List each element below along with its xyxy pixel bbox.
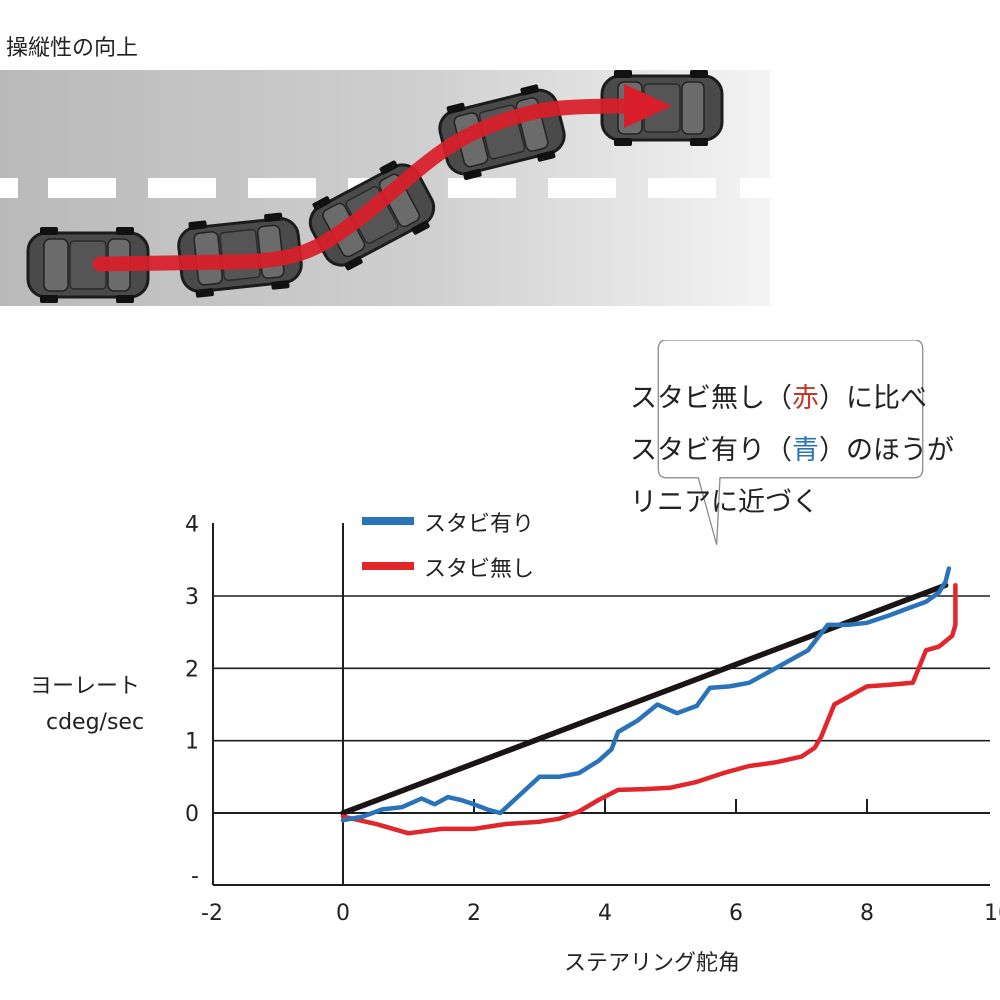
x-tick-label: 4 — [598, 901, 612, 926]
arrow-head-icon — [624, 84, 672, 128]
x-tick-label: -2 — [201, 901, 223, 926]
y-axis-label: ヨーレート — [30, 674, 141, 699]
x-tick-label: 8 — [860, 901, 874, 926]
x-tick-label: 2 — [467, 901, 481, 926]
x-tick-label: 0 — [336, 901, 350, 926]
speech-bubble — [657, 340, 924, 545]
y-tick-label: 1 — [185, 730, 199, 755]
yaw-rate-chart: -2 0 2 4 6 8 10 - 0 1 2 3 4 スタビ有り スタビ無し — [185, 512, 1000, 926]
series-without-stabilizer — [340, 582, 958, 836]
y-tick-label: 3 — [185, 585, 199, 610]
bubble-line-1: スタビ無し（赤）に比べ — [630, 383, 927, 414]
bubble-line-2: スタビ有り（青）のほうが — [630, 435, 954, 466]
x-tick-label: 10 — [984, 901, 1000, 926]
x-tick-label: 6 — [729, 901, 743, 926]
bubble-line-3: リニアに近づく — [630, 487, 819, 518]
chart-legend: スタビ有り スタビ無し — [362, 512, 534, 582]
chart-grid — [213, 595, 990, 742]
chart-axes — [212, 523, 990, 886]
chart-ticks: -2 0 2 4 6 8 10 - 0 1 2 3 4 — [185, 513, 1000, 926]
series-with-stabilizer — [340, 566, 952, 823]
y-axis-unit: cdeg/sec — [46, 710, 145, 735]
y-tick-label: 4 — [185, 513, 199, 538]
road-illustration — [0, 70, 770, 306]
legend-label-without-stabilizer: スタビ無し — [424, 557, 534, 582]
legend-swatch-without-stabilizer — [362, 562, 414, 570]
blue-highlight: 青 — [792, 435, 819, 466]
red-highlight: 赤 — [792, 383, 819, 414]
y-tick-label: - — [191, 864, 199, 889]
trajectory-arrow — [92, 98, 638, 272]
page-heading: 操縦性の向上 — [6, 36, 139, 61]
y-tick-label: 2 — [185, 657, 199, 682]
legend-label-with-stabilizer: スタビ有り — [424, 512, 534, 537]
x-axis-label: ステアリング舵角 — [564, 951, 741, 976]
y-tick-label: 0 — [185, 802, 199, 827]
chart-series — [340, 566, 958, 836]
series-linear-reference — [340, 582, 949, 816]
legend-swatch-with-stabilizer — [362, 517, 414, 525]
